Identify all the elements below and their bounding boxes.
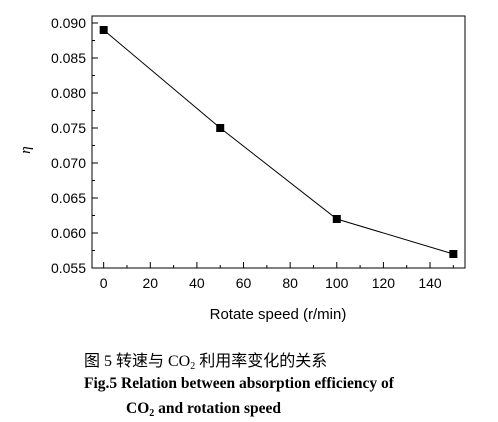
data-point	[99, 26, 108, 34]
caption-cn-suffix: 利用率变化的关系	[195, 353, 328, 370]
y-tick-label: 0.065	[51, 190, 86, 206]
data-point	[216, 124, 225, 132]
y-tick-label: 0.080	[51, 85, 86, 101]
series-line	[103, 29, 454, 255]
data-point	[332, 215, 341, 223]
data-point	[449, 250, 458, 258]
figure-caption-english-line1: Fig.5 Relation between absorption effici…	[84, 375, 394, 392]
caption-cn-prefix: 图 5 转速与 CO	[84, 353, 191, 370]
y-tick-label: 0.085	[51, 50, 86, 66]
caption-en-suffix: and rotation speed	[154, 400, 281, 417]
caption-en-co: CO	[126, 400, 150, 417]
caption-cn-subscript: 2	[190, 361, 196, 372]
figure-caption-chinese: 图 5 转速与 CO2 利用率变化的关系	[84, 347, 327, 372]
x-tick-label: 60	[236, 275, 252, 291]
y-axis-title: η	[18, 146, 34, 153]
y-tick-label: 0.060	[51, 225, 86, 241]
y-tick-label: 0.075	[51, 120, 86, 136]
x-tick-label: 80	[282, 275, 298, 291]
plot-frame	[91, 15, 466, 269]
x-axis-title: Rotate speed (r/min)	[210, 306, 347, 323]
figure-caption-english-line2: CO2 and rotation speed	[126, 400, 281, 419]
y-tick-label: 0.090	[51, 15, 86, 31]
x-tick-label: 140	[418, 275, 442, 291]
plot-area: 0 20 40 60 80 100 120 140 0.055 0.060 0.065 0.070 0.…	[51, 15, 466, 291]
caption-en-subscript: 2	[149, 408, 155, 419]
y-tick-label: 0.055	[51, 260, 86, 276]
x-tick-label: 40	[189, 275, 205, 291]
chart: 0 20 40 60 80 100 120 140 0.055 0.060 0.065 0.070 0.…	[18, 15, 466, 323]
x-tick-label: 100	[325, 275, 349, 291]
x-tick-label: 20	[142, 275, 158, 291]
x-tick-label: 0	[100, 275, 108, 291]
x-tick-label: 120	[372, 275, 396, 291]
y-tick-label: 0.070	[51, 155, 86, 171]
